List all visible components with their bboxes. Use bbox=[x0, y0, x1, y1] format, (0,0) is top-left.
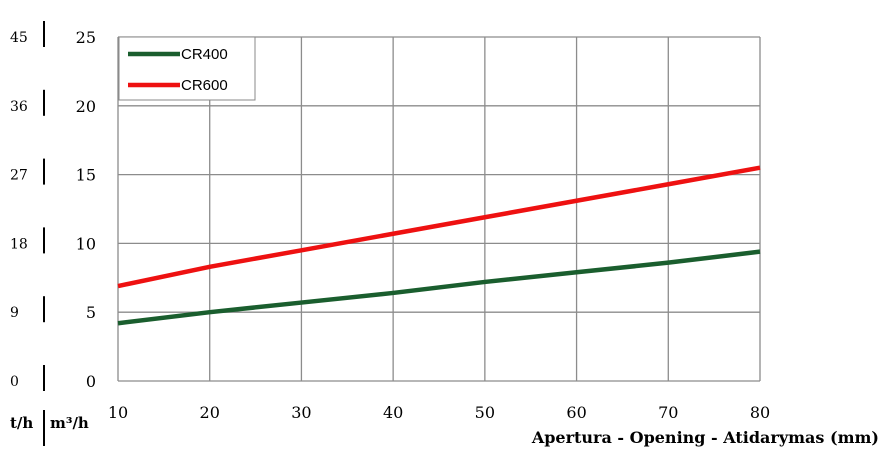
x-tick-label: 50 bbox=[475, 403, 495, 422]
y-axis-ticks: 0 5 10 15 20 25 bbox=[76, 28, 96, 391]
secondary-y-unit: t/h bbox=[10, 414, 33, 432]
x-tick-label: 40 bbox=[383, 403, 403, 422]
legend-box bbox=[118, 36, 256, 101]
y-tick-label: 20 bbox=[76, 97, 96, 116]
secondary-y-tick-label: 27 bbox=[10, 168, 28, 184]
legend: CR400 CR600 bbox=[118, 36, 256, 101]
x-tick-label: 70 bbox=[658, 403, 678, 422]
x-tick-label: 80 bbox=[750, 403, 770, 422]
y-tick-label: 10 bbox=[76, 234, 96, 253]
series-lines bbox=[117, 165, 761, 326]
secondary-y-tick-label: 45 bbox=[10, 30, 28, 46]
y-unit: m³/h bbox=[50, 414, 89, 432]
y-tick-label: 0 bbox=[86, 372, 96, 391]
x-tick-label: 10 bbox=[108, 403, 128, 422]
x-axis-label: Apertura - Opening - Atidarymas (mm) bbox=[531, 428, 879, 447]
y-tick-label: 15 bbox=[76, 166, 96, 185]
secondary-y-axis-ticks: 0 9 18 27 36 45 bbox=[10, 21, 45, 391]
x-tick-label: 20 bbox=[200, 403, 220, 422]
legend-label: CR400 bbox=[181, 46, 228, 63]
x-tick-label: 30 bbox=[291, 403, 311, 422]
x-tick-label: 60 bbox=[566, 403, 586, 422]
series-line-cr400 bbox=[117, 249, 761, 326]
secondary-y-tick-label: 9 bbox=[10, 305, 19, 321]
secondary-y-tick-label: 0 bbox=[10, 374, 19, 390]
y-tick-label: 25 bbox=[76, 28, 96, 47]
legend-label: CR600 bbox=[181, 77, 228, 94]
series-line-cr600 bbox=[117, 165, 761, 289]
grid-lines bbox=[117, 36, 761, 382]
secondary-y-tick-label: 36 bbox=[10, 99, 28, 115]
x-axis-ticks: 10 20 30 40 50 60 70 80 bbox=[108, 403, 770, 422]
y-tick-label: 5 bbox=[86, 303, 96, 322]
secondary-y-tick-label: 18 bbox=[10, 236, 28, 252]
